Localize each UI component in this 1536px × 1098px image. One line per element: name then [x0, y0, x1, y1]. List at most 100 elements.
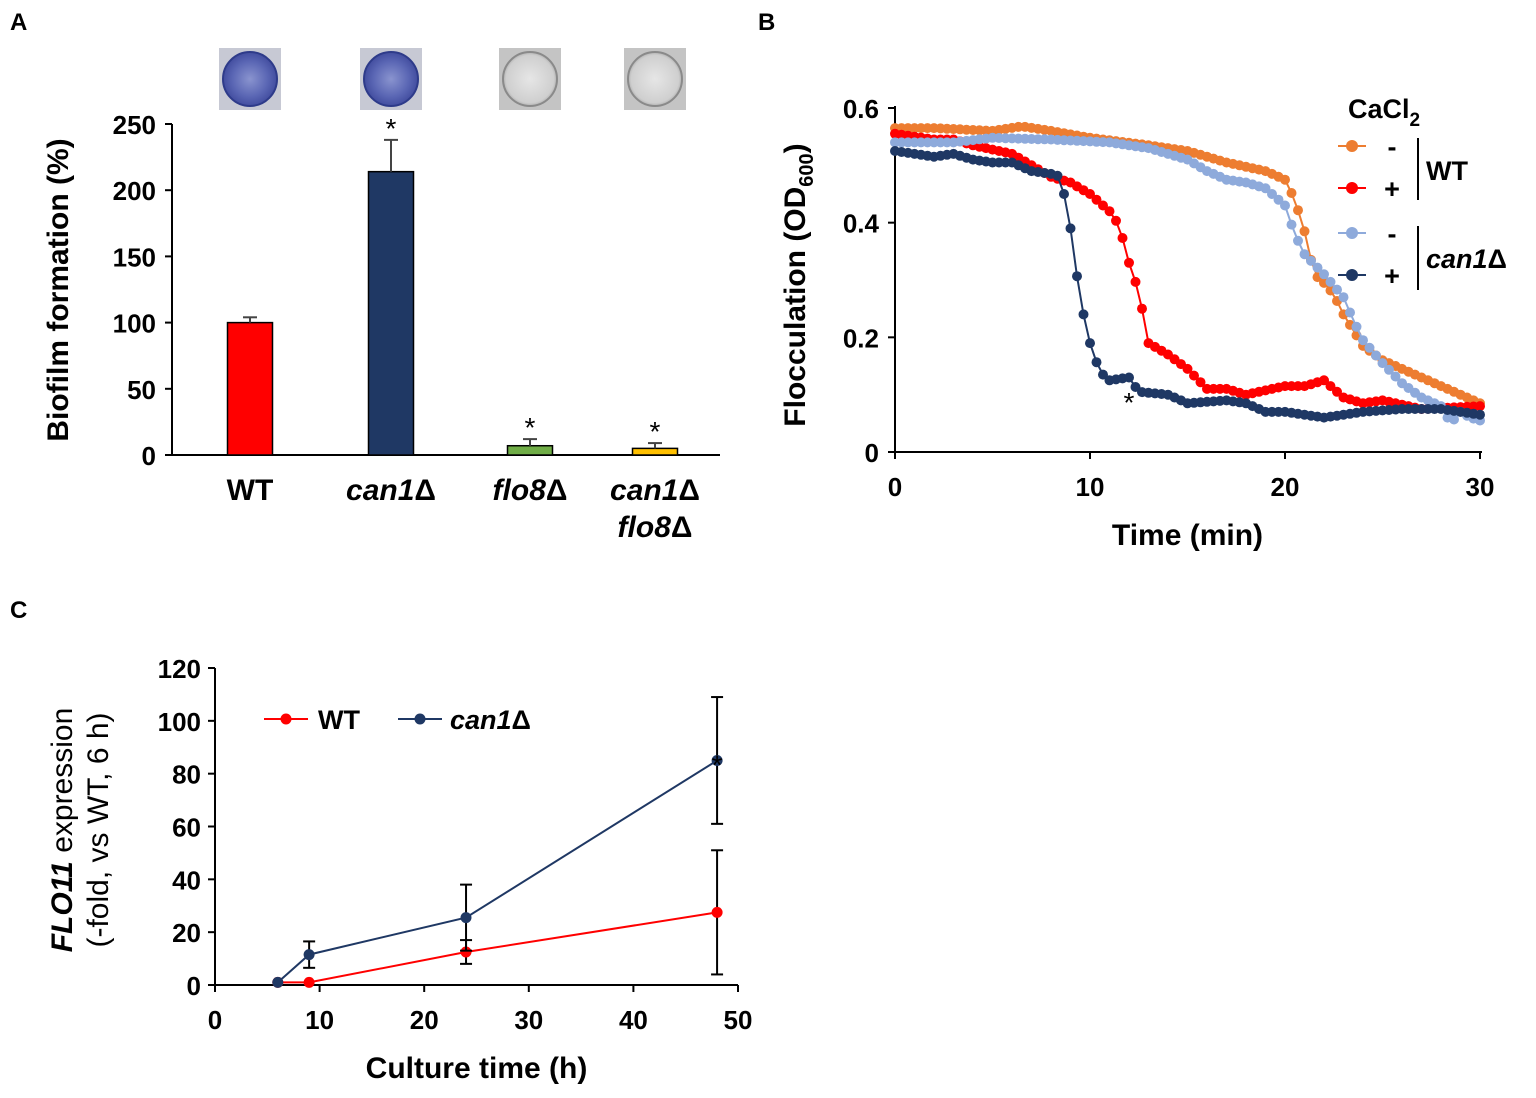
b-data-point [1260, 183, 1271, 194]
b-legend-strain-delta: Δ [1488, 244, 1507, 274]
a-category-italic: flo8 [493, 474, 547, 507]
a-category-italic: can1 [346, 474, 414, 507]
b-data-point [1085, 338, 1095, 349]
a-category-italic: can1 [610, 474, 678, 507]
a-category-text: WT [227, 474, 274, 507]
a-category-delta: Δ [414, 474, 436, 507]
b-data-point [1124, 257, 1134, 268]
c-legend-delta: Δ [512, 705, 531, 735]
c-ytick-label: 0 [187, 971, 201, 1001]
c-legend-name: WT [318, 705, 360, 735]
b-legend-title: CaCl2 [1348, 94, 1420, 131]
c-xtick-label: 30 [514, 1005, 543, 1035]
b-data-point [1358, 335, 1368, 346]
b-data-point [1195, 377, 1206, 388]
b-data-point [1306, 255, 1316, 266]
b-data-point [1052, 170, 1063, 181]
b-data-point [1364, 342, 1375, 353]
a-bar [367, 170, 415, 456]
panel-b-chart: 0 0.2 0.4 0.6 0 10 20 30 Time (min) Flocculation … [779, 94, 1507, 552]
b-data-point [1098, 200, 1108, 211]
b-data-point [1280, 174, 1290, 185]
b-data-point [1085, 189, 1095, 199]
b-data-point [1111, 215, 1121, 226]
b-data-point [1345, 307, 1355, 318]
b-data-point [1319, 375, 1329, 386]
b-data-point [1098, 369, 1108, 380]
c-legend-marker [280, 713, 292, 725]
c-xtick-label: 0 [208, 1005, 222, 1035]
c-significance-star: * [712, 749, 723, 780]
b-data-point [1332, 386, 1342, 397]
b-legend-sign: - [1388, 219, 1397, 249]
b-data-point [1371, 350, 1381, 361]
b-data-point [1325, 276, 1336, 287]
a-category-delta: Δ [678, 474, 700, 507]
a-category-label: can1Δ [346, 474, 436, 507]
b-data-point [1091, 194, 1102, 205]
b-data-point [1384, 364, 1394, 375]
a-category-label-line2: flo8Δ [618, 511, 693, 544]
a-category-italic: flo8 [618, 511, 672, 544]
c-xtick-label: 20 [410, 1005, 439, 1035]
b-data-point [1078, 309, 1089, 320]
b-data-point [1351, 321, 1362, 332]
b-ytick-label: 0.4 [843, 209, 880, 239]
b-data-point [1189, 370, 1199, 381]
a-ytick-label: 200 [113, 176, 156, 206]
c-data-point [272, 976, 284, 988]
b-data-point [1475, 401, 1485, 412]
b-legend-strain: can1Δ [1426, 244, 1507, 274]
c-data-point [460, 912, 472, 924]
b-y-axis-title-main: Flocculation (OD [779, 187, 812, 427]
b-legend-title-main: CaCl [1348, 94, 1410, 124]
b-data-point [1130, 276, 1141, 287]
b-legend-strain-name: can1 [1426, 244, 1488, 274]
b-legend-marker [1346, 227, 1358, 239]
b-data-point [1299, 249, 1310, 260]
a-significance-star: * [386, 113, 397, 144]
b-ytick-label: 0.2 [843, 323, 879, 353]
c-y-axis-title-line1: FLO11 expression [46, 708, 79, 953]
b-data-point [1390, 371, 1401, 382]
b-legend-marker [1346, 140, 1358, 152]
a-ytick-label: 250 [113, 110, 156, 140]
b-data-point [1325, 381, 1336, 392]
b-x-axis-title: Time (min) [1112, 519, 1263, 552]
a-category-label: WT [227, 474, 274, 507]
b-data-point [1182, 363, 1193, 374]
b-data-point [1273, 194, 1284, 205]
c-legend: WT can1Δ [264, 705, 531, 735]
a-well-circle [363, 51, 419, 107]
b-data-point [1377, 358, 1388, 369]
b-data-point [1475, 409, 1485, 420]
b-legend-sign: + [1384, 261, 1400, 291]
b-data-point [1117, 233, 1128, 243]
a-bar [506, 444, 554, 456]
c-data-point [460, 946, 472, 958]
b-data-point [1267, 189, 1277, 199]
b-significance-star: * [1124, 387, 1135, 418]
a-well-circle [502, 51, 558, 107]
b-data-point [1072, 271, 1082, 282]
b-xtick-label: 10 [1076, 472, 1105, 502]
b-y-axis-title-sub: 600 [796, 153, 818, 186]
panel-c-chart: 0 20 40 60 80 100 120 0 10 20 30 40 50 Culture time (… [46, 654, 752, 1085]
c-series-line [277, 911, 718, 984]
a-well-circle [627, 51, 683, 107]
b-data-point [1286, 188, 1297, 198]
c-ytick-label: 20 [172, 918, 201, 948]
c-ytick-label: 60 [172, 813, 201, 843]
b-legend-strain-name: WT [1426, 156, 1468, 186]
c-legend-label: can1Δ [450, 705, 531, 735]
b-y-axis-title-end: ) [779, 143, 812, 153]
c-xtick-label: 50 [724, 1005, 753, 1035]
b-data-point [1319, 269, 1329, 280]
a-category-label: flo8Δ [493, 474, 568, 507]
b-data-point [1286, 219, 1297, 230]
a-ytick-label: 50 [127, 375, 156, 405]
panel-a-label: A [10, 9, 27, 36]
a-bar [226, 321, 274, 456]
